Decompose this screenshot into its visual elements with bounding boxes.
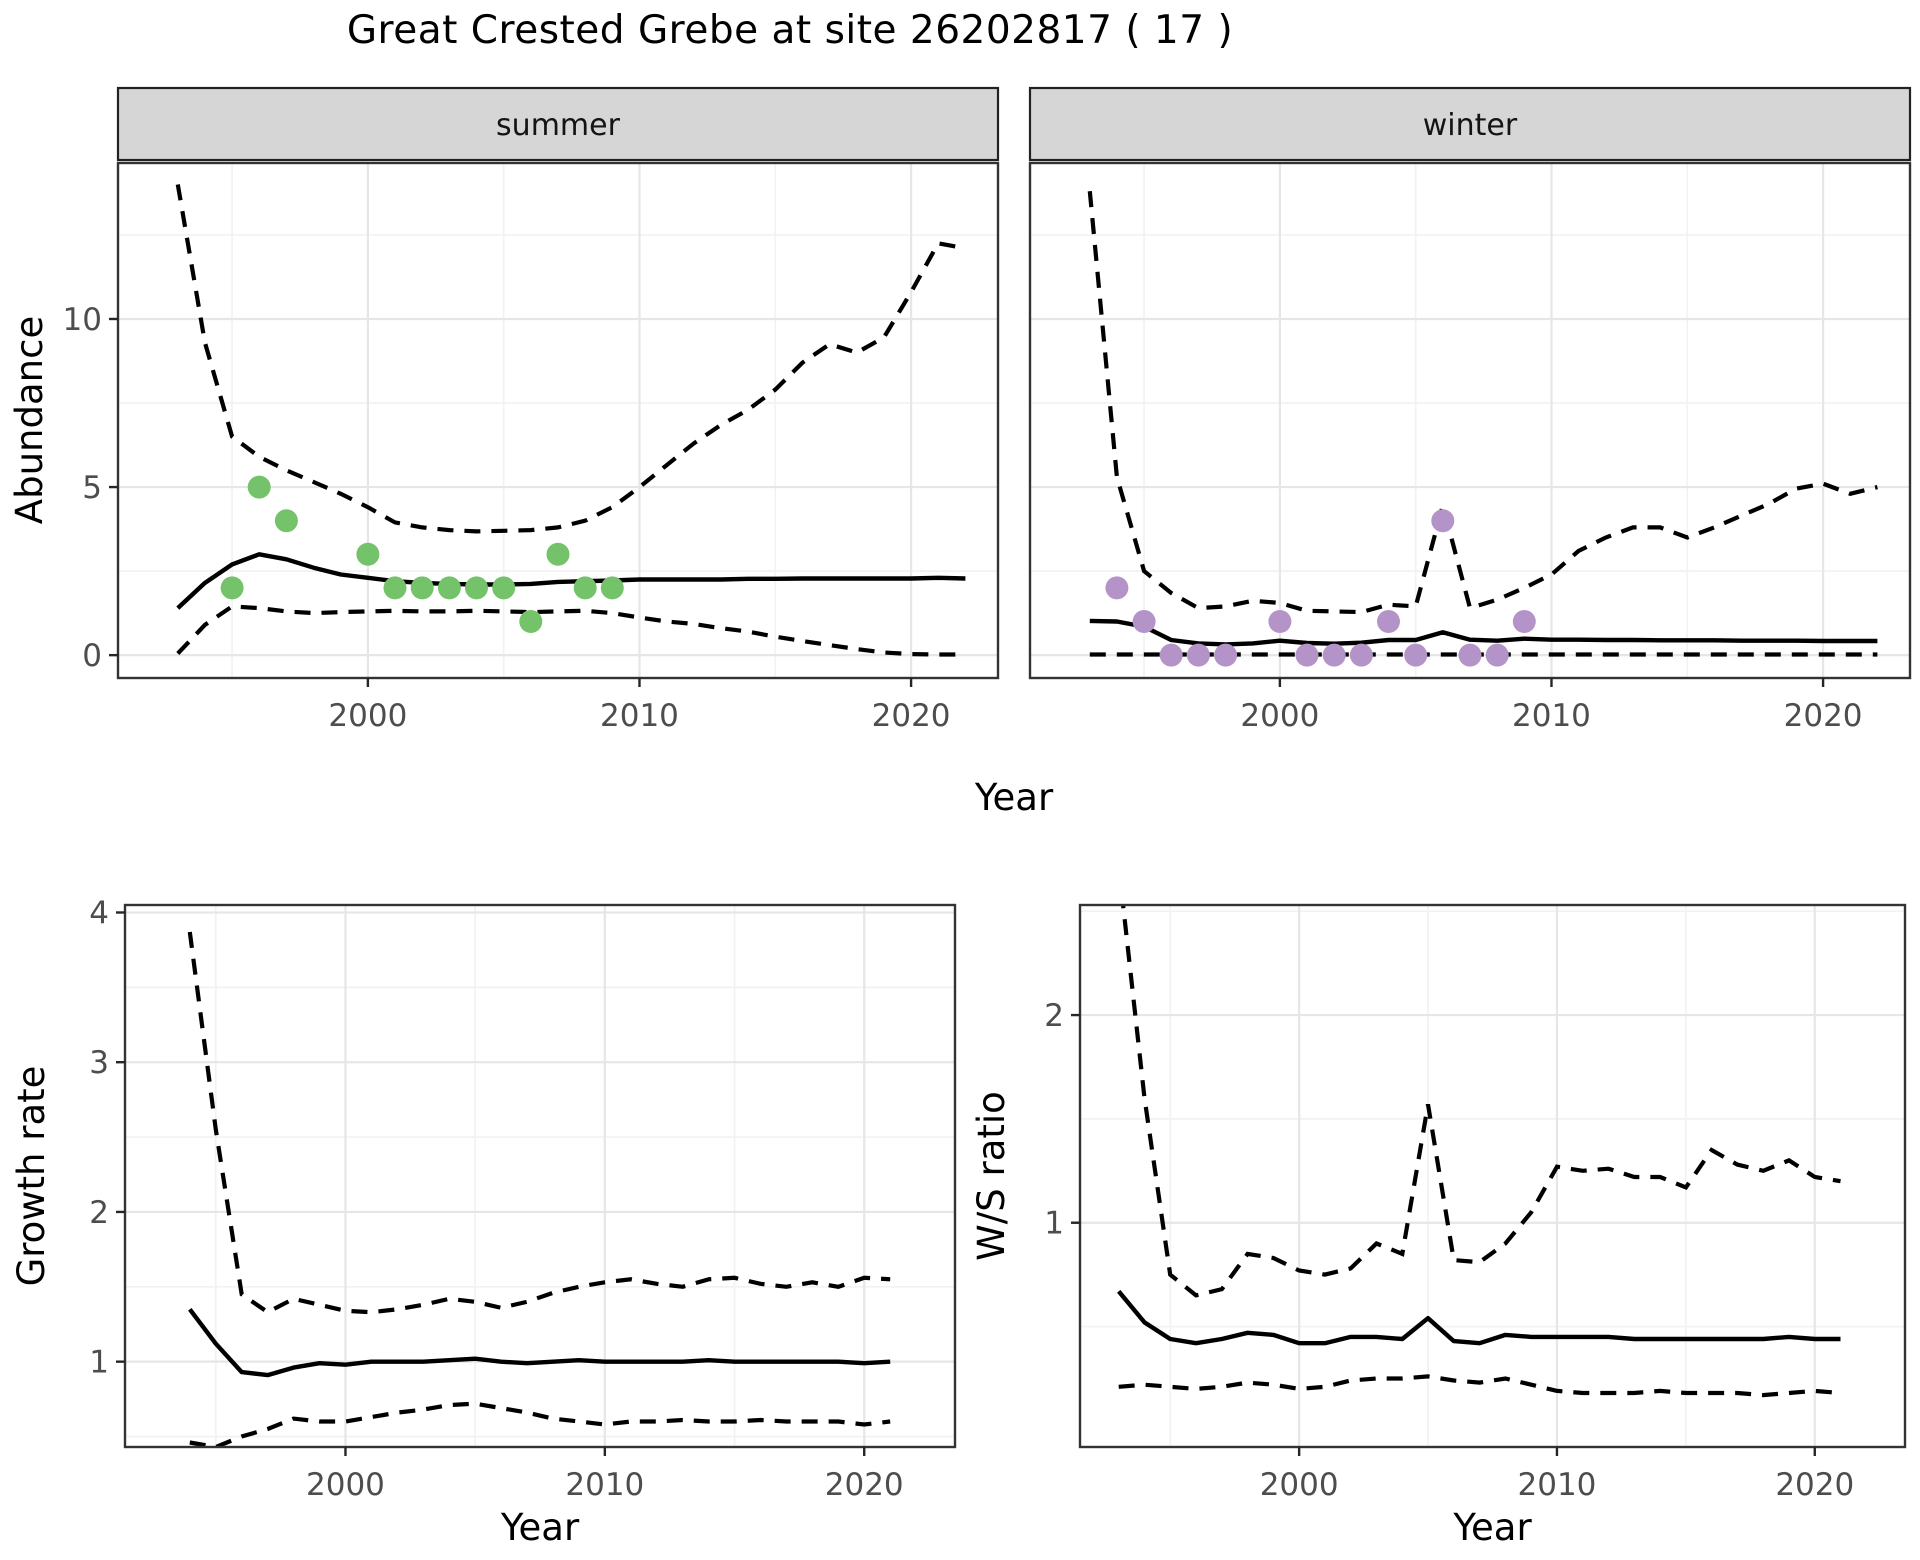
lower-ci-line: [1118, 1374, 1841, 1398]
observation-point: [1485, 643, 1509, 667]
fit-line: [1117, 1289, 1841, 1346]
fit-line: [1089, 618, 1878, 647]
observation-point: [1105, 576, 1129, 600]
lower-ci-line: [176, 604, 966, 657]
facet-strip: [1028, 86, 1912, 162]
x-tick-label: 2010: [565, 1467, 644, 1503]
y-tick-label: 5: [82, 470, 102, 506]
panel-border: [123, 903, 957, 1449]
observation-point: [1512, 610, 1536, 633]
observation-point: [356, 542, 380, 566]
observation-point: [247, 475, 271, 499]
x-tick-label: 2000: [328, 698, 407, 734]
panel-background: [1030, 163, 1910, 678]
y-tick-label: 10: [63, 302, 102, 338]
y-tick-label: 4: [89, 895, 109, 931]
observation-point: [1159, 643, 1183, 667]
series-layer: [187, 931, 891, 1447]
upper-ci-line: [1087, 191, 1878, 615]
facet-label: summer: [496, 108, 621, 143]
y-axis-title: Abundance: [8, 316, 51, 524]
observation-point: [1268, 610, 1292, 633]
y-tick-label: 2: [89, 1195, 109, 1231]
observation-point: [1186, 643, 1210, 667]
x-tick-label: 2000: [306, 1467, 385, 1503]
series-layer: [1117, 905, 1841, 1398]
y-axis-title: W/S ratio: [970, 1091, 1013, 1261]
x-tick-label: 2010: [1518, 1467, 1597, 1503]
y-axis-title: Growth rate: [10, 1066, 53, 1287]
observation-point: [220, 576, 244, 600]
series-layer: [1087, 191, 1878, 667]
x-tick-label: 2000: [1260, 1467, 1339, 1503]
x-axis-title: Year: [974, 776, 1054, 819]
observation-point: [1431, 509, 1455, 533]
observation-point: [492, 576, 516, 600]
x-tick-label: 2020: [825, 1467, 904, 1503]
panel-border: [116, 161, 1000, 680]
bottom-charts: 2000 2010 2020 1 2 3 4 2000 2010 2020 1 2 Growth rat…: [0, 840, 1920, 1560]
lower-ci-line: [189, 1401, 891, 1447]
growth-and-ratio-canvas: 2000 2010 2020 1 2 3 4 2000 2010 2020 1 2 Growth rat…: [10, 895, 1907, 1549]
x-axis-title: Year: [500, 1506, 580, 1549]
panel-border: [1028, 161, 1912, 680]
x-tick-label: 2020: [872, 698, 951, 734]
observation-point: [1322, 643, 1346, 667]
x-tick-label: 2000: [1240, 698, 1319, 734]
panel-background: [118, 163, 998, 678]
x-tick-label: 2020: [1775, 1467, 1854, 1503]
y-tick-label: 0: [82, 638, 102, 674]
x-tick-label: 2010: [600, 698, 679, 734]
observation-point: [546, 542, 570, 566]
observation-point: [1349, 643, 1373, 667]
series-layer: [175, 184, 966, 657]
observation-point: [274, 509, 298, 533]
observation-point: [465, 576, 488, 600]
observation-point: [1404, 643, 1428, 667]
figure-title: Great Crested Grebe at site 26202817 ( 1…: [346, 8, 1234, 53]
y-tick-label: 2: [1044, 998, 1064, 1034]
observation-point: [410, 576, 434, 600]
y-tick-label: 1: [89, 1345, 109, 1381]
upper-ci-line: [1120, 905, 1841, 1298]
y-tick-label: 1: [1044, 1206, 1064, 1242]
observation-point: [1214, 643, 1238, 667]
observation-point: [437, 576, 461, 600]
observation-point: [1295, 643, 1319, 667]
facet-label: winter: [1423, 108, 1518, 143]
x-axis-title: Year: [1452, 1506, 1532, 1549]
y-tick-label: 3: [89, 1045, 109, 1081]
observation-point: [573, 576, 597, 600]
x-tick-label: 2010: [1512, 698, 1591, 734]
upper-ci-line: [187, 931, 891, 1315]
panel-background: [125, 905, 955, 1447]
observation-point: [519, 610, 543, 633]
observation-point: [1458, 643, 1482, 667]
observation-point: [600, 576, 624, 600]
facet-strip: [116, 86, 1000, 162]
fit-line: [176, 552, 966, 610]
abundance-chart-canvas: 2000 2010 2020 0 5 10 summer 2000 2010 2020 winter…: [8, 86, 1912, 819]
x-tick-label: 2020: [1784, 698, 1863, 734]
observation-point: [1377, 610, 1400, 633]
observation-point: [1132, 610, 1156, 633]
fit-line: [188, 1307, 891, 1378]
abundance-chart: 2000 2010 2020 0 5 10 summer 2000 2010 2020 winter…: [0, 70, 1920, 840]
observation-point: [383, 576, 407, 600]
panel-border: [1078, 903, 1907, 1449]
panel-background: [1080, 905, 1905, 1447]
